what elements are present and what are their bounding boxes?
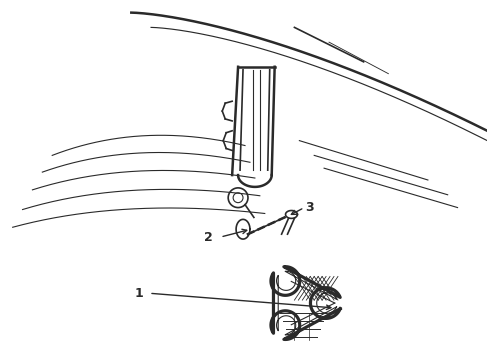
Text: 2: 2 [204,231,213,244]
Text: 3: 3 [305,201,314,214]
Text: 1: 1 [135,287,144,300]
